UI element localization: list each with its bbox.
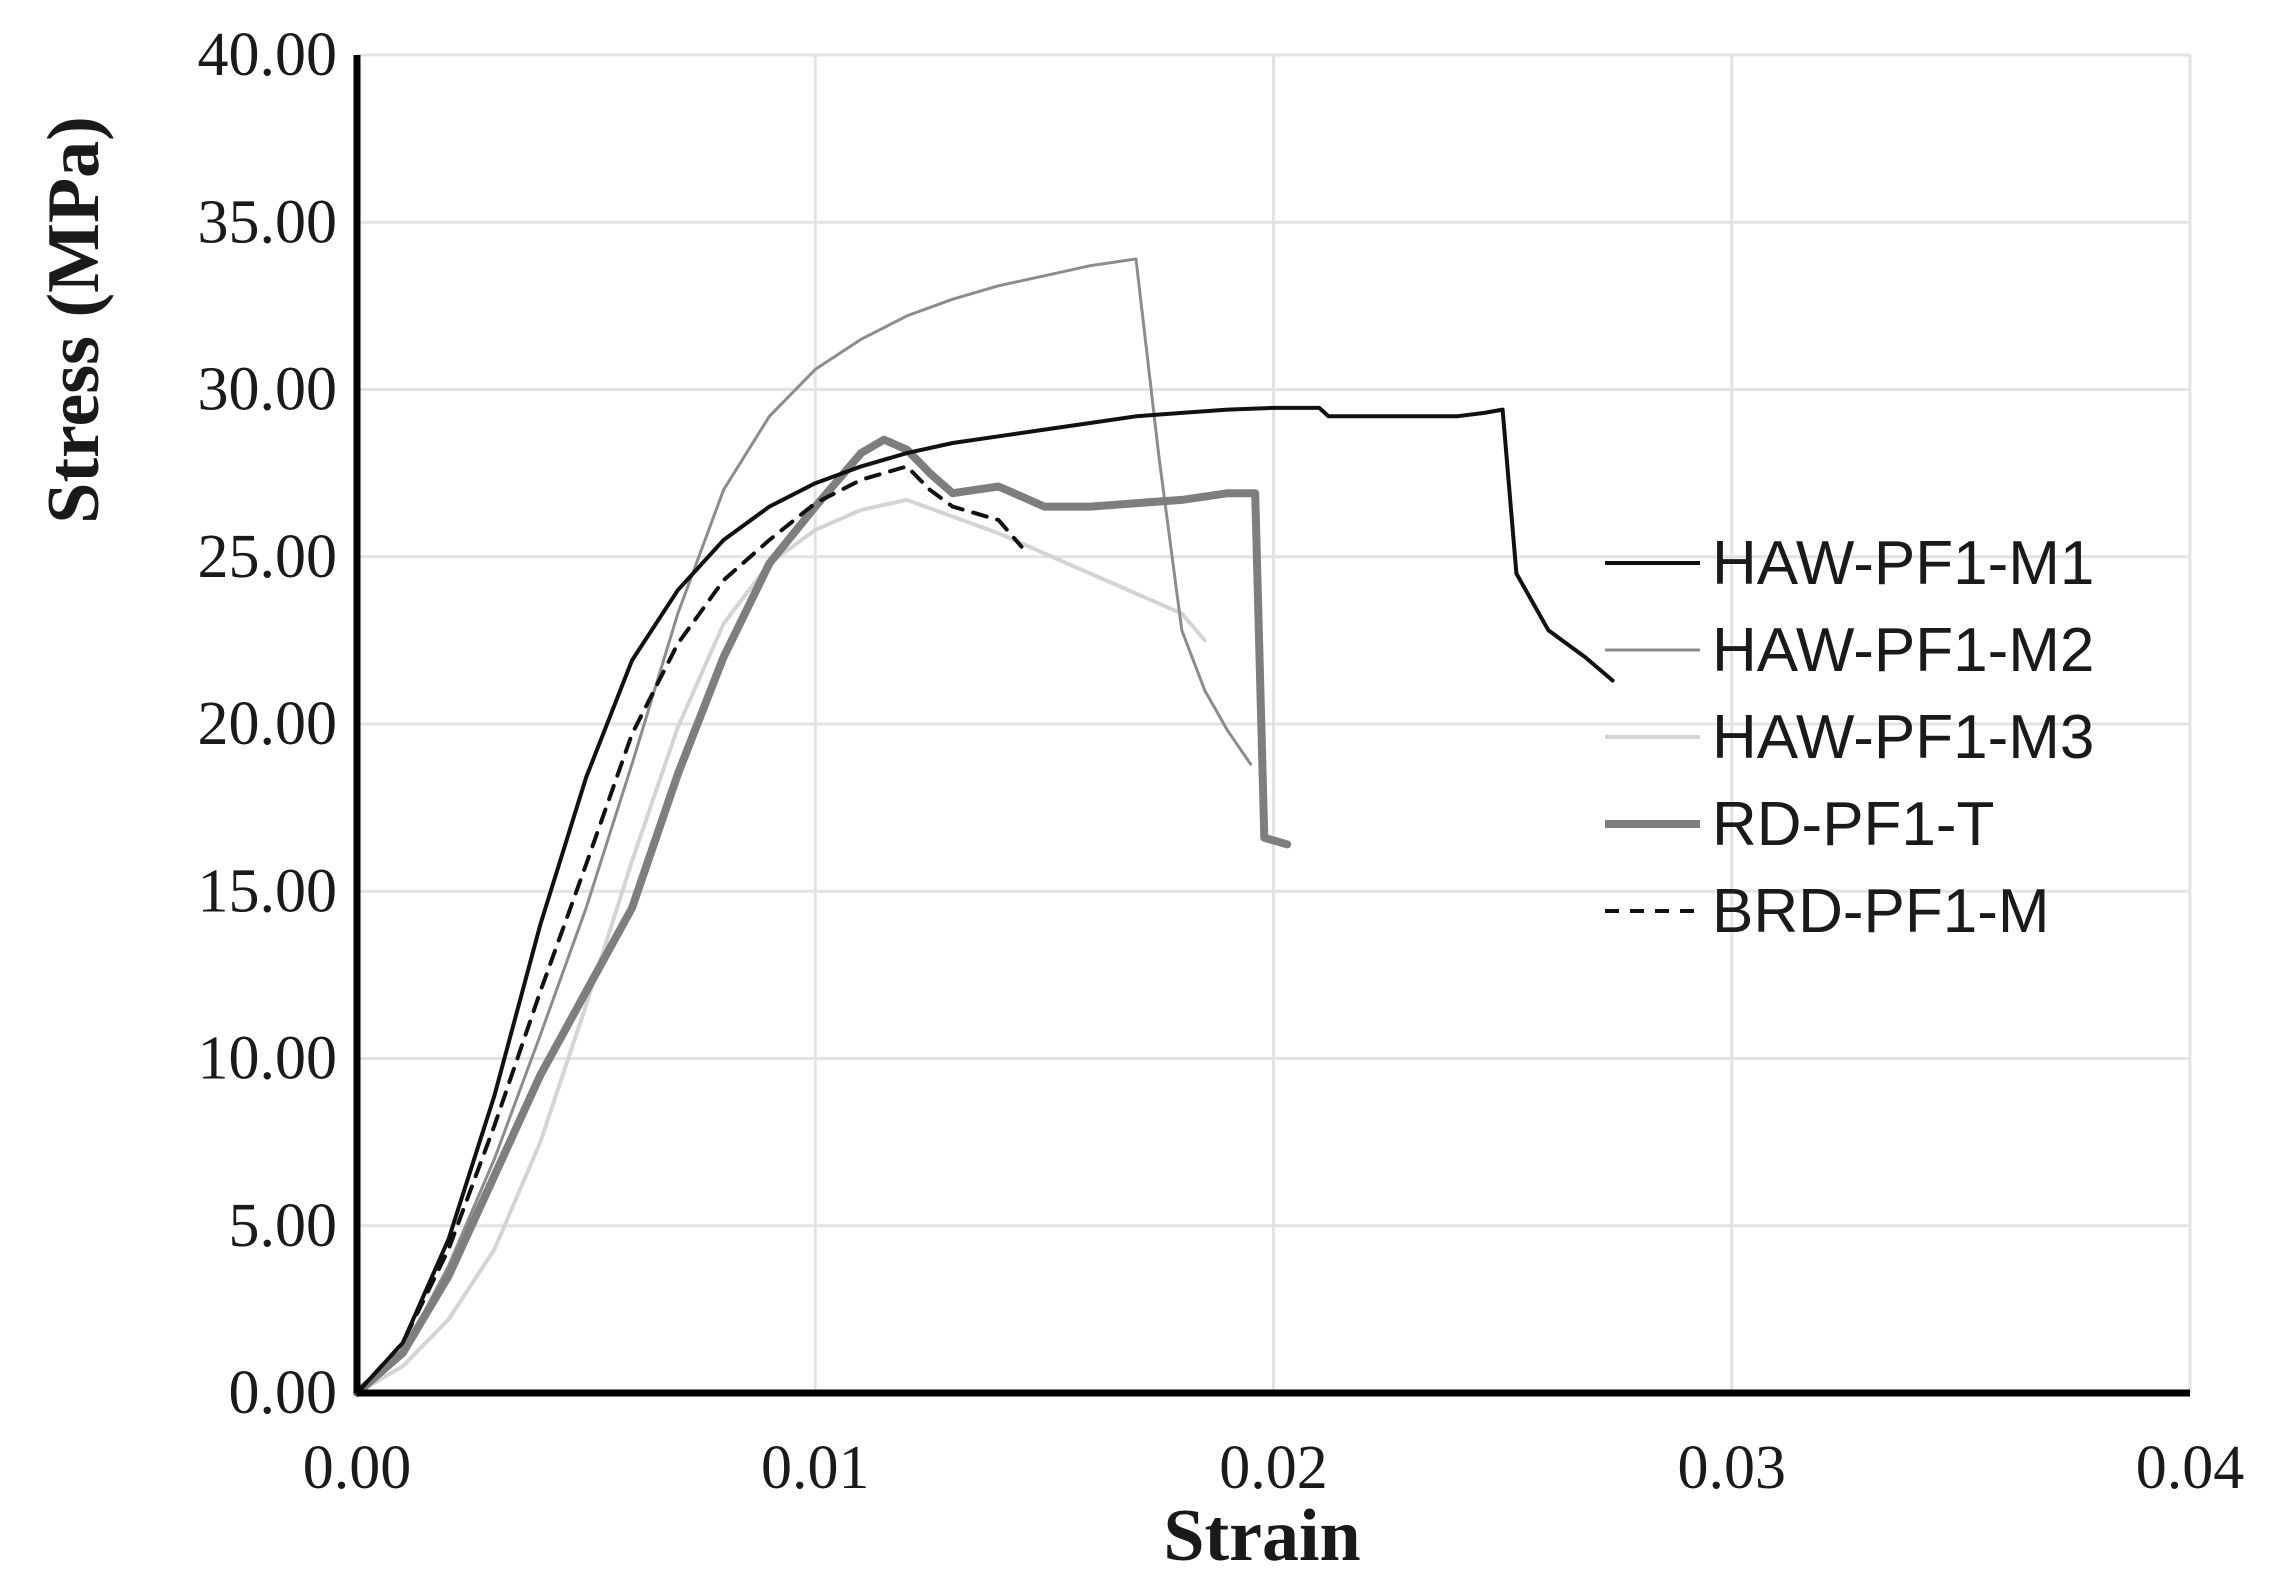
- legend-label-haw-pf1-m1: HAW-PF1-M1: [1712, 529, 2094, 598]
- y-tick-label: 20.00: [198, 690, 338, 758]
- x-axis-title: Strain: [1163, 1495, 1360, 1577]
- series-line-haw-pf1-m3: [355, 497, 1207, 1395]
- y-tick-label: 25.00: [198, 523, 338, 591]
- grid: [357, 53, 2192, 1393]
- y-tick-label: 35.00: [198, 188, 338, 256]
- series-layer: [353, 257, 1615, 1397]
- y-tick-label: 5.00: [229, 1192, 338, 1260]
- y-tick-label: 10.00: [198, 1025, 338, 1093]
- x-tick-label: 0.01: [761, 1434, 870, 1502]
- legend-label-rd-pf1-t: RD-PF1-T: [1712, 790, 1994, 859]
- x-tick-label: 0.02: [1219, 1434, 1328, 1502]
- series-line-rd-pf1-t: [353, 435, 1292, 1397]
- series-line-haw-pf1-m1: [355, 405, 1615, 1395]
- axes: [353, 55, 2190, 1397]
- y-tick-label: 15.00: [198, 857, 338, 925]
- y-tick-label: 0.00: [229, 1359, 338, 1427]
- series-line-haw-pf1-m2: [355, 257, 1253, 1395]
- legend-label-haw-pf1-m2: HAW-PF1-M2: [1712, 616, 2094, 685]
- y-axis-title: Stress (MPa): [33, 116, 115, 524]
- legend: HAW-PF1-M1 HAW-PF1-M2 HAW-PF1-M3 RD-PF1-T BR…: [1605, 529, 2094, 946]
- y-tick-label: 30.00: [198, 356, 338, 424]
- x-tick-label: 0.04: [2136, 1434, 2245, 1502]
- x-tick-label: 0.00: [303, 1434, 412, 1502]
- y-tick-label: 40.00: [198, 21, 338, 89]
- series-line-brd-pf1-m: [355, 464, 1024, 1395]
- y-tick-labels: 0.00 5.00 10.00 15.00 20.00 25.00 30.00 35.00 40…: [198, 21, 338, 1427]
- legend-label-brd-pf1-m: BRD-PF1-M: [1712, 877, 2050, 946]
- legend-label-haw-pf1-m3: HAW-PF1-M3: [1712, 703, 2094, 772]
- x-tick-label: 0.03: [1678, 1434, 1787, 1502]
- x-tick-labels: 0.00 0.01 0.02 0.03 0.04: [303, 1434, 2245, 1502]
